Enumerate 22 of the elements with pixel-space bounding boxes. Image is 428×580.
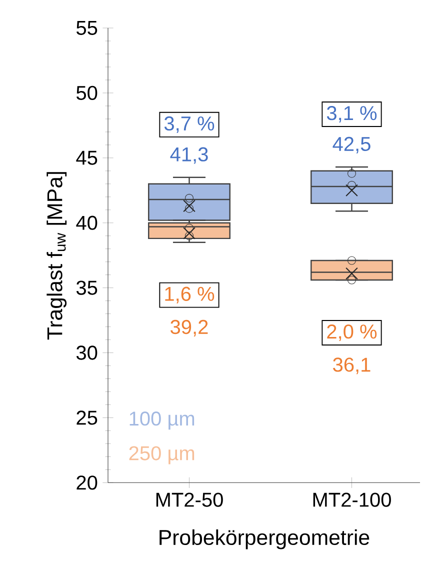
- y-tick-label: 40: [76, 216, 98, 230]
- annotation: 2,0 %: [327, 324, 377, 341]
- annotation: 41,3: [170, 147, 208, 164]
- y-tick-label: 20: [76, 476, 98, 490]
- annotation: 42,5: [332, 136, 370, 154]
- x-tick-label: MT2-50: [156, 492, 223, 507]
- y-tick-label: 30: [76, 346, 98, 360]
- text: 250 µm: [129, 446, 194, 464]
- y-tick-label: 45: [76, 150, 98, 165]
- x-tick-label: MT2-100: [313, 492, 391, 507]
- y-axis-title: Traglast f$_{uw}$ [MPa]: [46, 172, 67, 340]
- annotation: 39,2: [170, 320, 208, 336]
- annotation: 3,1 %: [326, 106, 377, 123]
- y-tick-label: 50: [76, 86, 98, 100]
- y-tick-label: 55: [76, 21, 98, 35]
- x-axis-title: Probekörpergeometrie: [160, 529, 370, 550]
- text: 100 µm: [130, 412, 194, 430]
- annotation: 36,1: [333, 358, 370, 374]
- annotation: 1,6 %: [165, 286, 214, 304]
- y-tick-label: 25: [76, 410, 98, 425]
- annotation: 3,7 %: [164, 116, 214, 133]
- y-tick-label: 35: [76, 280, 98, 295]
